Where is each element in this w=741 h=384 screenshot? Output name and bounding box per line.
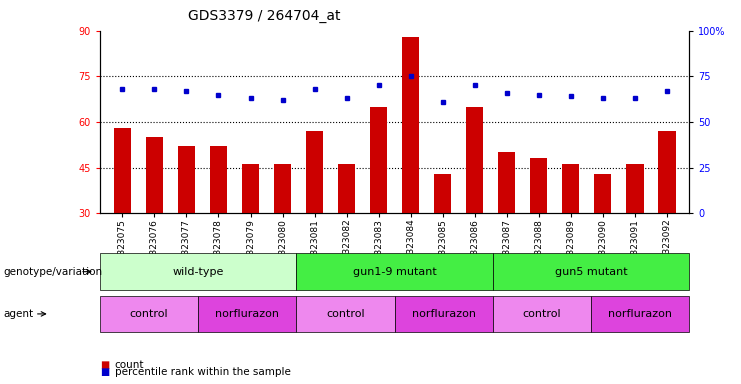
Text: norflurazon: norflurazon (608, 309, 672, 319)
Text: control: control (326, 309, 365, 319)
Bar (402, 37, 419, 213)
Text: gun1-9 mutant: gun1-9 mutant (353, 266, 436, 277)
Text: genotype/variation: genotype/variation (4, 266, 103, 277)
Text: wild-type: wild-type (173, 266, 224, 277)
Text: count: count (115, 360, 144, 370)
Bar (370, 107, 388, 213)
Bar (626, 164, 643, 213)
Text: ■: ■ (100, 367, 109, 377)
Bar (338, 164, 356, 213)
Bar (498, 152, 516, 213)
Text: ■: ■ (100, 360, 109, 370)
Text: norflurazon: norflurazon (216, 309, 279, 319)
Bar (562, 164, 579, 213)
Bar (594, 174, 611, 213)
Text: agent: agent (4, 309, 34, 319)
Text: percentile rank within the sample: percentile rank within the sample (115, 367, 290, 377)
Bar (658, 131, 676, 213)
Bar (242, 164, 259, 213)
Bar (210, 146, 227, 213)
Bar (113, 128, 131, 213)
Text: control: control (130, 309, 168, 319)
Bar (273, 164, 291, 213)
Text: control: control (522, 309, 561, 319)
Bar (466, 107, 483, 213)
Bar (146, 137, 163, 213)
Text: GDS3379 / 264704_at: GDS3379 / 264704_at (188, 9, 341, 23)
Bar (178, 146, 196, 213)
Text: norflurazon: norflurazon (412, 309, 476, 319)
Text: gun5 mutant: gun5 mutant (554, 266, 628, 277)
Bar (433, 174, 451, 213)
Bar (530, 159, 548, 213)
Bar (306, 131, 323, 213)
